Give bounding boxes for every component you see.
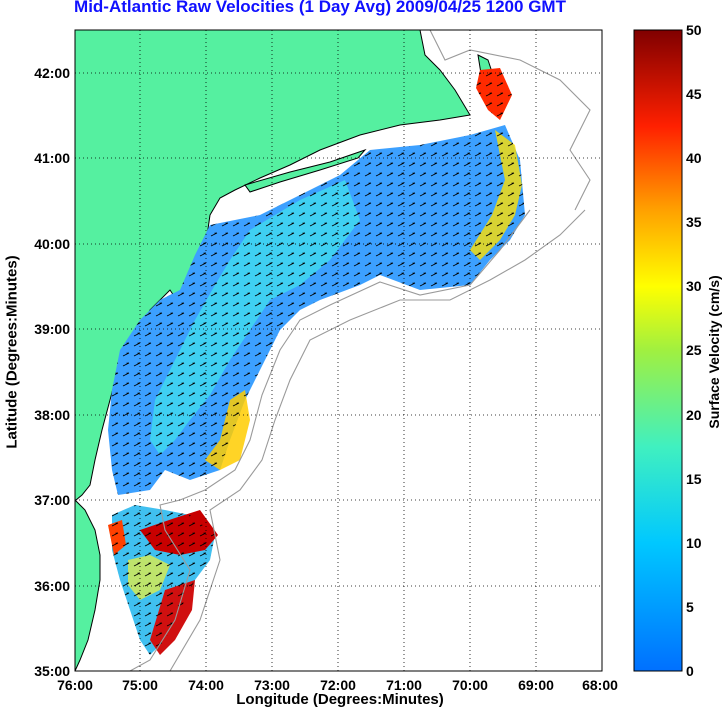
- y-tick-labels: 35:00 36:00 37:00 38:00 39:00 40:00 41:0…: [34, 65, 70, 679]
- land-mass-south: [75, 499, 101, 671]
- colorbar-tick-label: 0: [686, 663, 694, 679]
- y-tick-label: 39:00: [34, 321, 70, 337]
- colorbar-ticks: 0 5 10 15 20 25 30 35 40 45 50: [686, 22, 702, 679]
- colorbar-tick-label: 35: [686, 214, 702, 230]
- x-tick-labels: 76:00 75:00 74:00 73:00 72:00 71:00 70:0…: [57, 677, 618, 693]
- y-tick-label: 38:00: [34, 407, 70, 423]
- colorbar: [633, 29, 683, 672]
- colorbar-tick-label: 30: [686, 278, 702, 294]
- x-tick-label: 72:00: [320, 677, 356, 693]
- y-tick-label: 36:00: [34, 578, 70, 594]
- x-axis-title: Longitude (Degrees:Minutes): [236, 691, 444, 708]
- colorbar-tick-label: 5: [686, 599, 694, 615]
- colorbar-tick-label: 40: [686, 150, 702, 166]
- velocity-arrows: [108, 68, 525, 655]
- y-tick-label: 42:00: [34, 65, 70, 81]
- map-title: Mid-Atlantic Raw Velocities (1 Day Avg) …: [74, 0, 566, 16]
- long-island: [244, 148, 367, 193]
- x-tick-label: 73:00: [254, 677, 290, 693]
- colorbar-tick-label: 45: [686, 86, 702, 102]
- x-tick-label: 70:00: [452, 677, 488, 693]
- bathymetry-contour-gom: [429, 30, 591, 211]
- colorbar-tick-label: 25: [686, 342, 702, 358]
- x-tick-label: 76:00: [57, 677, 93, 693]
- x-tick-label: 68:00: [582, 677, 618, 693]
- colorbar-tick-label: 10: [686, 535, 702, 551]
- y-tick-label: 41:00: [34, 150, 70, 166]
- y-tick-label: 37:00: [34, 492, 70, 508]
- x-tick-label: 74:00: [188, 677, 224, 693]
- colorbar-tick-label: 20: [686, 407, 702, 423]
- plot-frame: [74, 29, 603, 672]
- colorbar-tick-label: 15: [686, 471, 702, 487]
- bathymetry-contour-deep: [169, 209, 586, 671]
- x-tick-label: 75:00: [122, 677, 158, 693]
- x-tick-label: 71:00: [386, 677, 422, 693]
- x-tick-label: 69:00: [518, 677, 554, 693]
- y-tick-label: 40:00: [34, 236, 70, 252]
- colorbar-tick-label: 50: [686, 22, 702, 38]
- bathymetry-contour: [129, 209, 531, 671]
- y-tick-label: 35:00: [34, 663, 70, 679]
- grid-lines: [75, 30, 602, 671]
